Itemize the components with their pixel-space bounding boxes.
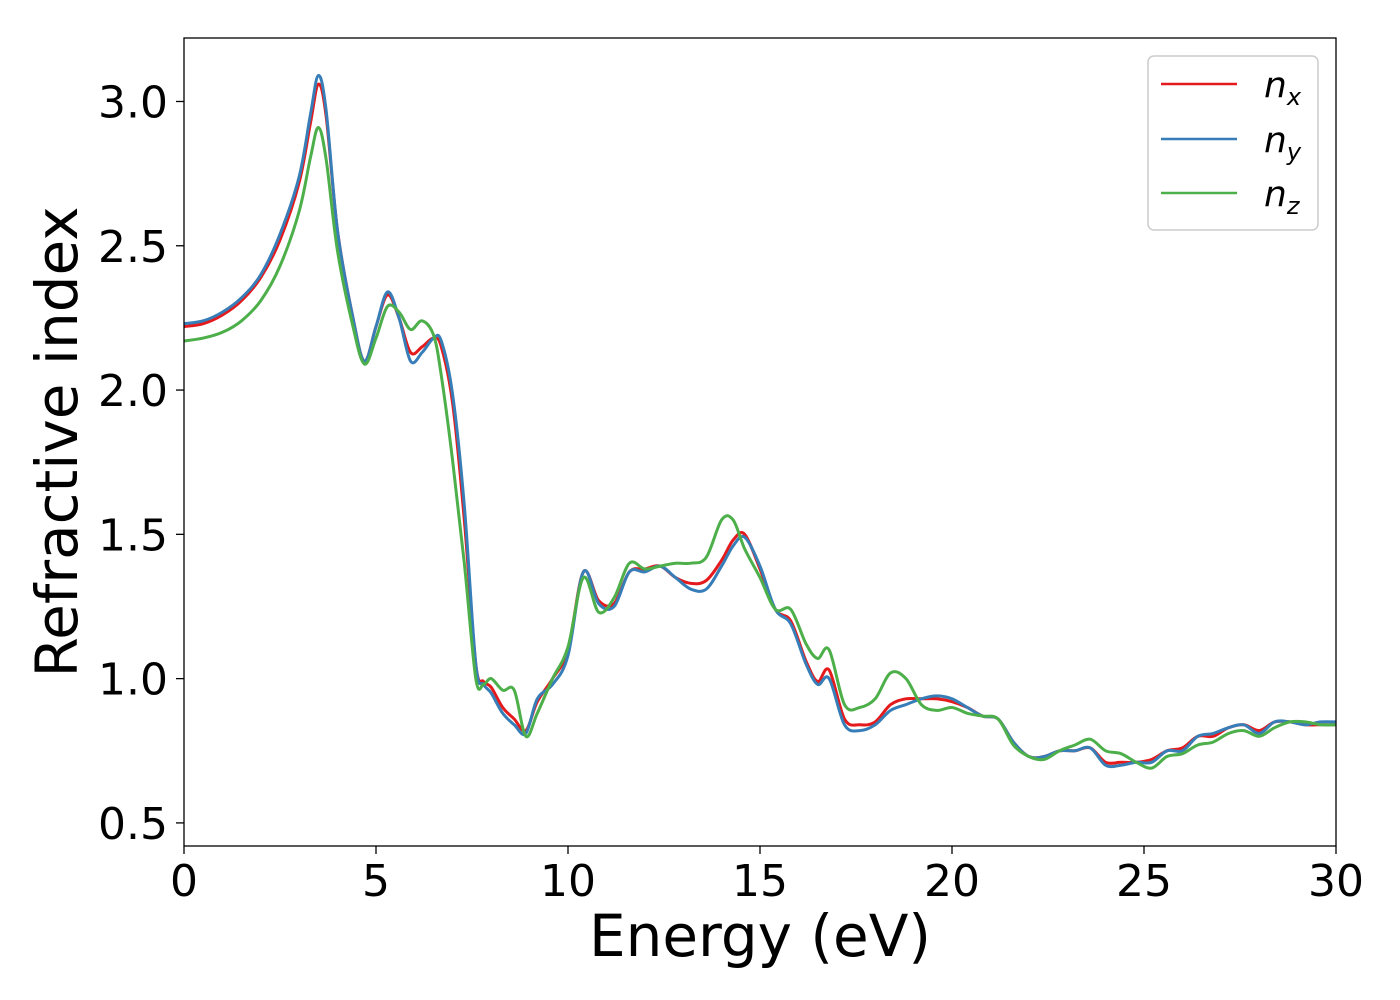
legend-label-z: nz [1264, 174, 1301, 220]
x-tick-label: 0 [170, 856, 198, 907]
y-tick-label: 2.0 [98, 366, 168, 417]
y-tick-label: 1.5 [98, 510, 168, 561]
x-tick-label: 10 [540, 856, 596, 907]
x-axis: 0 5 10 15 20 25 30 [170, 846, 1364, 907]
y-tick-label: 2.5 [98, 222, 168, 273]
legend: nx ny nz [1147, 55, 1319, 231]
y-axis: 0.5 1.0 1.5 2.0 2.5 3.0 [98, 77, 184, 850]
plot-background [184, 38, 1336, 846]
x-tick-label: 15 [732, 856, 788, 907]
x-axis-title: Energy (eV) [589, 902, 931, 970]
y-tick-label: 1.0 [98, 655, 168, 706]
series-line-z [183, 125, 1337, 770]
x-tick-label: 25 [1116, 856, 1172, 907]
series-line-y [183, 74, 1337, 769]
y-tick-label: 3.0 [98, 77, 168, 128]
x-tick-label: 5 [362, 856, 390, 907]
x-tick-label: 30 [1308, 856, 1364, 907]
y-axis-title: Refractive index [23, 206, 91, 677]
legend-box [1147, 55, 1319, 231]
series-layer [183, 74, 1337, 770]
legend-label-x: nx [1264, 65, 1302, 111]
legend-label-y: ny [1264, 120, 1302, 166]
x-tick-label: 20 [924, 856, 980, 907]
y-tick-label: 0.5 [98, 799, 168, 850]
